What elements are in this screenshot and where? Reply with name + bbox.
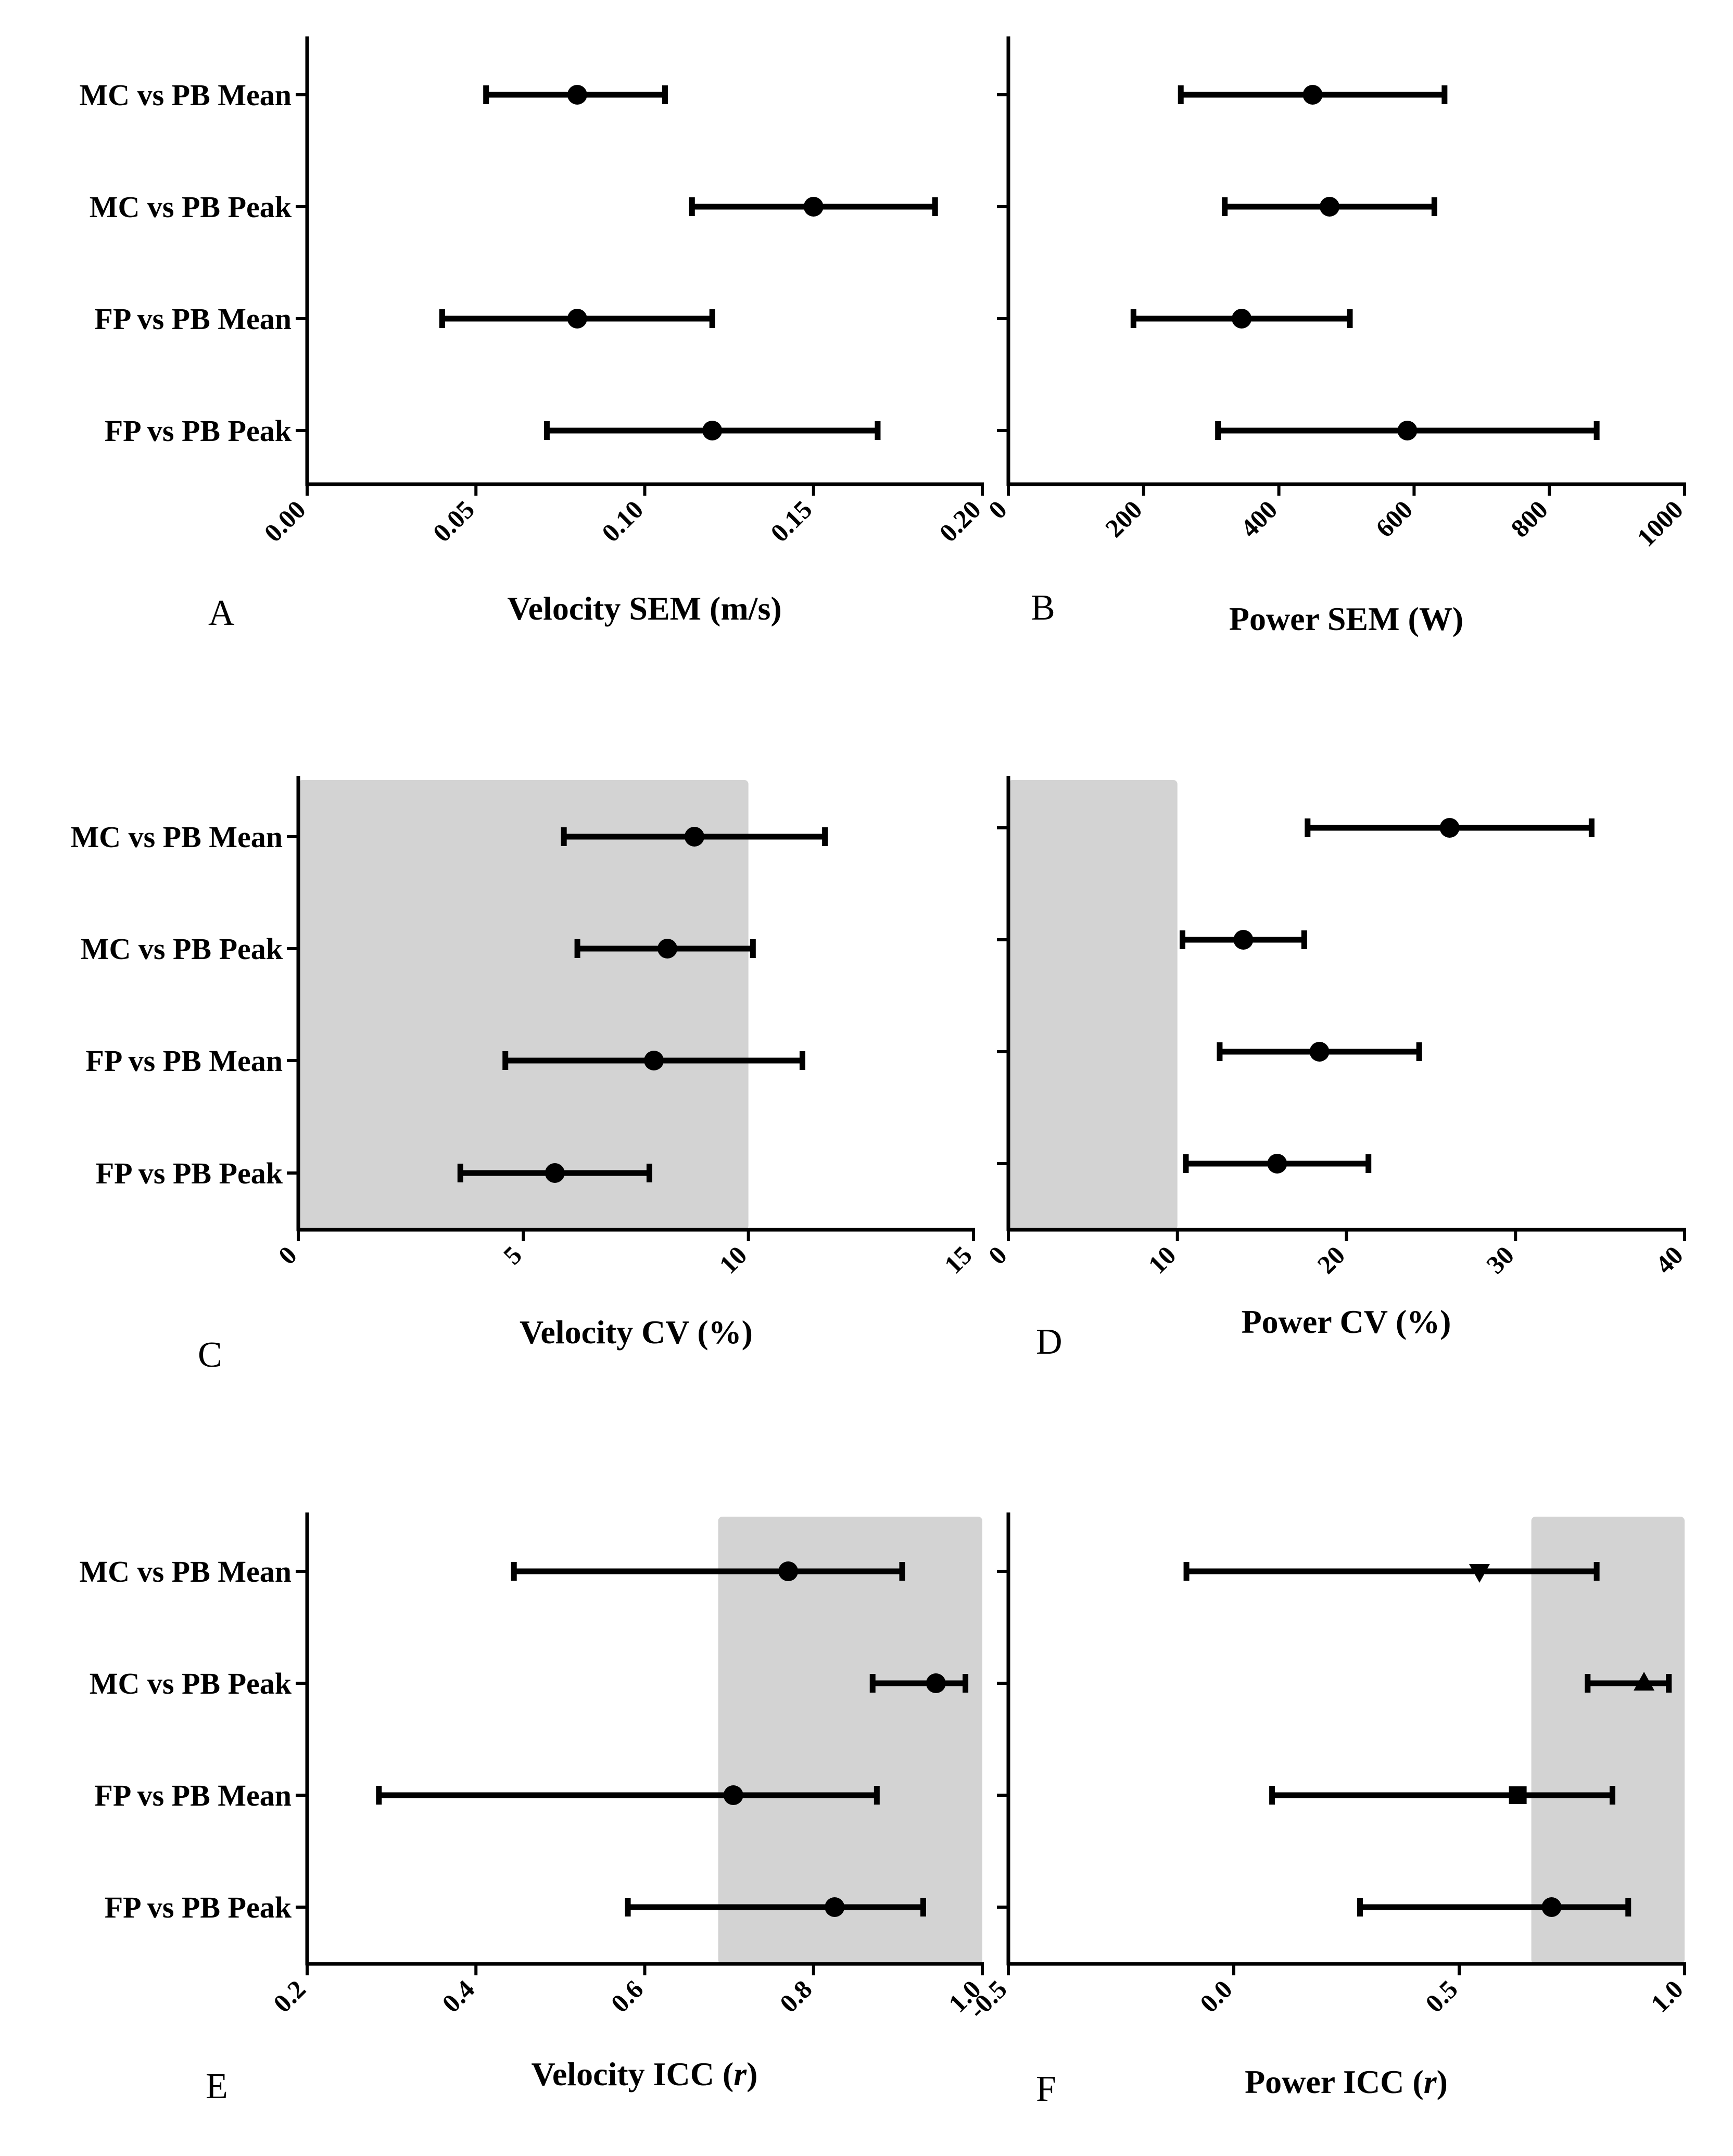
category-label: FP vs PB Mean <box>94 302 292 336</box>
x-tick-label: 0.6 <box>605 1974 649 2018</box>
x-axis-title-italic: r <box>1424 2063 1437 2100</box>
filled-circle-marker <box>1397 421 1418 440</box>
filled-circle-marker <box>1232 309 1252 329</box>
panel-f: -0.5 0.0 0.5 1.0F Power ICC (r) <box>963 1512 1689 2109</box>
x-tick-label: 0.20 <box>933 495 986 547</box>
x-axis-title-text: Power SEM (W) <box>1229 600 1463 637</box>
filled-circle-marker <box>1439 818 1460 838</box>
panel-b: 0 200 400 600 800 1000 B Power SEM (W) <box>983 36 1689 637</box>
x-tick-label: 0.0 <box>1194 1974 1238 2018</box>
x-axis-title-italic: r <box>733 2056 747 2092</box>
category-label: FP vs PB Peak <box>96 1156 283 1190</box>
panel-letter: D <box>1036 1322 1062 1362</box>
x-axis-title-text: Velocity ICC ( <box>532 2056 734 2092</box>
shaded-region <box>718 1517 982 1964</box>
x-tick-label: 0.00 <box>258 495 311 547</box>
category-label: FP vs PB Peak <box>105 1890 292 1924</box>
x-tick-label: 0 <box>983 495 1013 524</box>
x-tick-label: 0.05 <box>427 495 480 547</box>
filled-circle-marker <box>567 309 587 329</box>
triangle-up-marker <box>1634 1672 1655 1691</box>
x-axis-title-text: Power ICC ( <box>1245 2063 1424 2100</box>
category-label: FP vs PB Mean <box>94 1779 292 1812</box>
filled-circle-marker <box>803 197 824 217</box>
x-tick-label: 0 <box>983 1240 1013 1270</box>
filled-circle-marker <box>1233 930 1254 950</box>
x-tick-label: 0.15 <box>765 495 817 547</box>
category-label: MC vs PB Peak <box>90 190 292 224</box>
x-tick-label: 15 <box>939 1240 978 1279</box>
x-axis-title: Velocity ICC (r) <box>532 2056 758 2092</box>
filled-circle-marker <box>657 939 678 959</box>
filled-circle-marker <box>702 421 723 440</box>
filled-circle-marker <box>545 1163 565 1183</box>
x-axis-title: Power CV (%) <box>1242 1303 1451 1340</box>
x-axis-title-end: ) <box>747 2056 757 2092</box>
x-axis-title: Velocity CV (%) <box>520 1314 753 1351</box>
filled-circle-marker <box>1267 1154 1287 1174</box>
x-axis-title-text: Velocity CV (%) <box>520 1314 753 1351</box>
x-axis-title-end: ) <box>1437 2063 1448 2100</box>
x-tick-label: 0.4 <box>436 1974 480 2018</box>
panel-letter: F <box>1036 2069 1056 2109</box>
filled-circle-marker <box>825 1897 845 1917</box>
x-axis-title: Velocity SEM (m/s) <box>507 590 781 627</box>
x-tick-label: 10 <box>713 1240 752 1279</box>
x-tick-label: 40 <box>1650 1240 1689 1279</box>
filled-circle-marker <box>778 1561 799 1581</box>
x-tick-label: 0.10 <box>596 495 649 547</box>
category-label: MC vs PB Peak <box>81 932 283 966</box>
category-label: MC vs PB Peak <box>90 1667 292 1700</box>
x-tick-label: 0.5 <box>1420 1974 1463 2018</box>
panel-c: 0 5 10 15 MC vs PB Mean MC vs PB Peak FP vs PB… <box>70 776 978 1375</box>
x-axis-title: Power ICC (r) <box>1245 2063 1448 2100</box>
filled-circle-marker <box>723 1785 743 1805</box>
panel-a: 0.00 0.05 0.10 0.15 0.20 MC vs PB Mean MC vs P… <box>79 36 986 633</box>
filled-circle-marker <box>644 1051 664 1070</box>
x-tick-label: 1000 <box>1631 495 1688 552</box>
shaded-region <box>1531 1517 1685 1964</box>
panel-letter: C <box>198 1335 222 1375</box>
x-tick-label: 20 <box>1311 1240 1350 1279</box>
x-tick-label: 0.2 <box>268 1974 311 2018</box>
category-label: MC vs PB Mean <box>79 1555 292 1588</box>
x-tick-label: 5 <box>498 1240 527 1270</box>
panel-letter: A <box>208 593 235 633</box>
panel-letter: E <box>206 2066 228 2107</box>
panel-letter: B <box>1031 588 1055 628</box>
x-axis-title-text: Velocity SEM (m/s) <box>507 590 781 627</box>
x-tick-label: 0 <box>273 1240 302 1270</box>
x-axis-title-text: Power CV (%) <box>1242 1303 1451 1340</box>
filled-circle-marker <box>1309 1042 1330 1062</box>
filled-circle-marker <box>567 85 587 105</box>
category-label: MC vs PB Mean <box>70 820 283 854</box>
category-label: FP vs PB Peak <box>105 414 292 448</box>
filled-circle-marker <box>684 827 704 847</box>
x-axis-title: Power SEM (W) <box>1229 600 1463 637</box>
shaded-region <box>298 780 749 1230</box>
filled-square-marker <box>1509 1786 1527 1804</box>
shaded-region <box>1008 780 1178 1230</box>
x-tick-label: 10 <box>1143 1240 1182 1279</box>
filled-circle-marker <box>926 1673 946 1693</box>
triangle-down-marker <box>1469 1564 1490 1583</box>
panel-d: 0 10 20 30 40 D Power CV (%) <box>983 776 1689 1362</box>
x-tick-label: 30 <box>1481 1240 1520 1279</box>
filled-circle-marker <box>1541 1897 1562 1917</box>
x-tick-label: 800 <box>1505 495 1553 543</box>
category-label: MC vs PB Mean <box>79 78 292 112</box>
filled-circle-marker <box>1320 197 1340 217</box>
filled-circle-marker <box>1302 85 1323 105</box>
x-tick-label: 200 <box>1099 495 1148 543</box>
x-tick-label: 0.8 <box>774 1974 818 2018</box>
x-tick-label: 600 <box>1370 495 1419 543</box>
x-tick-label: 1.0 <box>1645 1974 1689 2018</box>
x-tick-label: 400 <box>1235 495 1283 543</box>
category-label: FP vs PB Mean <box>85 1044 283 1078</box>
